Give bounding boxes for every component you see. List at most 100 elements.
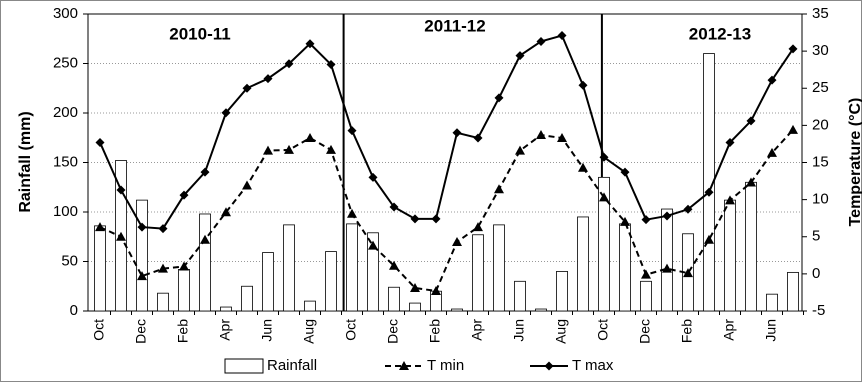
rain-bar (619, 223, 631, 312)
tmax-marker (389, 202, 399, 212)
tmin-marker (137, 271, 147, 281)
tmax-marker (95, 137, 105, 147)
y-tick-label: 300 (53, 5, 78, 22)
tmax-marker (179, 190, 189, 200)
tmin-marker (347, 208, 357, 218)
x-tick-label: Apr (217, 319, 233, 341)
y2-tick-label: 0 (812, 265, 820, 282)
season-label: 2010-11 (169, 24, 230, 43)
legend-label: T min (427, 357, 464, 374)
y2-tick-label: 5 (812, 228, 820, 245)
legend-marker (544, 361, 554, 371)
tmin-marker (116, 231, 126, 241)
x-tick-label: Jun (259, 319, 275, 342)
tmin-marker (788, 124, 798, 134)
tmax-marker (326, 59, 336, 69)
rain-bar (262, 252, 274, 312)
rain-bar (724, 199, 736, 312)
rain-bar (787, 271, 799, 312)
tmin-marker (326, 144, 336, 154)
rain-bar (556, 270, 568, 312)
tmax-marker (452, 128, 462, 138)
tmin-marker (368, 240, 378, 250)
y2-tick-label: 35 (812, 5, 829, 22)
tmax-marker (515, 51, 525, 61)
tmin-marker (431, 285, 441, 295)
x-tick-label: Dec (385, 319, 401, 344)
tmin-marker (704, 234, 714, 244)
tmin-marker (95, 222, 105, 232)
rain-bar (304, 300, 316, 312)
tmax-marker (368, 172, 378, 182)
tmax-marker (788, 44, 798, 54)
x-tick-label: Feb (427, 319, 443, 343)
season-label: 2012-13 (689, 24, 751, 43)
x-tick-label: Apr (469, 319, 485, 341)
tmax-marker (158, 224, 168, 234)
rain-bar (388, 286, 400, 312)
temp-line (99, 34, 794, 230)
rain-bar (640, 280, 652, 312)
tmax-marker (305, 39, 315, 49)
tmax-marker (599, 152, 609, 162)
x-tick-label: Oct (91, 319, 107, 341)
plot-frame (87, 13, 803, 312)
x-tick-label: Aug (301, 319, 317, 344)
y-tick-label: 250 (53, 54, 78, 71)
season-label: 2011-12 (424, 16, 485, 35)
rain-bar (346, 223, 358, 312)
temp-line (99, 129, 794, 293)
rain-bar (220, 306, 232, 312)
x-tick-label: Aug (553, 319, 569, 344)
tmin-marker (725, 195, 735, 205)
tmin-marker (515, 145, 525, 155)
tmin-marker (494, 184, 504, 194)
x-tick-label: Jun (511, 319, 527, 342)
rain-bar (661, 208, 673, 312)
tmax-marker (767, 75, 777, 85)
rain-bar (136, 199, 148, 312)
legend-label: Rainfall (267, 357, 317, 374)
rain-bar (94, 225, 106, 312)
rain-bar (241, 285, 253, 312)
rain-bar (493, 224, 505, 312)
rain-bar (283, 224, 295, 312)
rain-bar (598, 176, 610, 312)
x-tick-label: Apr (721, 319, 737, 341)
tmax-marker (200, 167, 210, 177)
x-tick-label: Feb (175, 319, 191, 343)
rain-bar (472, 234, 484, 312)
x-tick-label: Dec (637, 319, 653, 344)
tmin-marker (452, 236, 462, 246)
tmin-marker (284, 144, 294, 154)
tmax-marker (284, 59, 294, 69)
tmax-marker (536, 36, 546, 46)
rain-bar (766, 293, 778, 312)
tmax-marker (641, 215, 651, 225)
rain-bar (367, 232, 379, 312)
tmin-marker (263, 145, 273, 155)
tmax-marker (578, 80, 588, 90)
tmin-marker (158, 263, 168, 273)
y2-tick-label: -5 (812, 302, 825, 319)
tmax-marker (746, 116, 756, 126)
x-tick-label: Oct (343, 319, 359, 341)
tmin-marker (599, 192, 609, 202)
tmin-marker (305, 132, 315, 142)
rain-bar (199, 213, 211, 312)
tmax-marker (137, 222, 147, 232)
tmax-marker (683, 204, 693, 214)
rain-bar (703, 53, 715, 312)
tmax-marker (725, 137, 735, 147)
legend-label: T max (572, 357, 614, 374)
y-tick-label: 0 (70, 302, 78, 319)
tmax-marker (473, 133, 483, 143)
rain-bar (157, 292, 169, 312)
tmin-marker (746, 177, 756, 187)
rain-bar (409, 302, 421, 312)
tmax-marker (221, 108, 231, 118)
rain-bar (577, 216, 589, 312)
tmin-marker (620, 216, 630, 226)
rain-bar (325, 251, 337, 312)
